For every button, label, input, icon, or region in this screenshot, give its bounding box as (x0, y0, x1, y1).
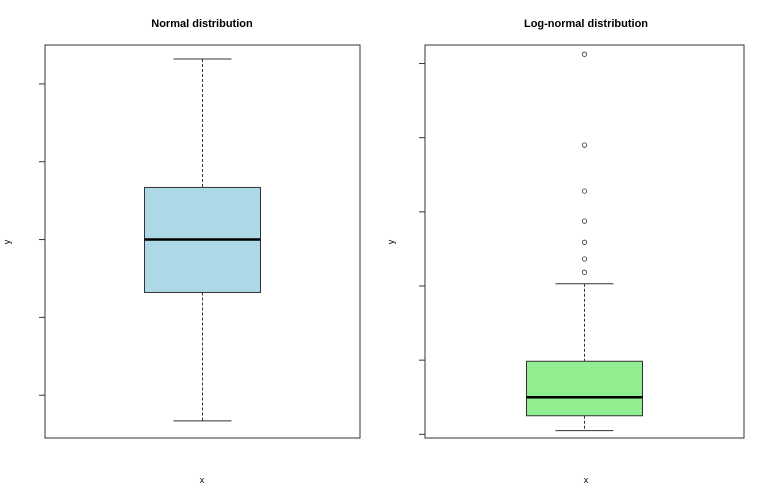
x-axis-label: x (584, 475, 589, 485)
panel-normal: Normal distribution x y (2, 18, 361, 485)
x-axis-label: x (200, 475, 205, 485)
outlier-point (581, 218, 588, 224)
outlier-point (581, 269, 588, 275)
panel-lognormal: Log-normal distribution x y (386, 18, 745, 485)
outlier-point (581, 256, 588, 262)
outlier-point (581, 188, 588, 194)
outlier-point (581, 239, 588, 245)
y-axis-label: y (386, 239, 396, 244)
outlier-point (581, 51, 588, 57)
y-axis-label: y (2, 239, 12, 244)
chart-title: Log-normal distribution (524, 18, 648, 30)
plot-frame (44, 44, 361, 439)
chart-title: Normal distribution (151, 18, 253, 30)
iqr-box (526, 360, 643, 417)
plot-frame (424, 44, 745, 439)
outlier-point (581, 142, 588, 148)
